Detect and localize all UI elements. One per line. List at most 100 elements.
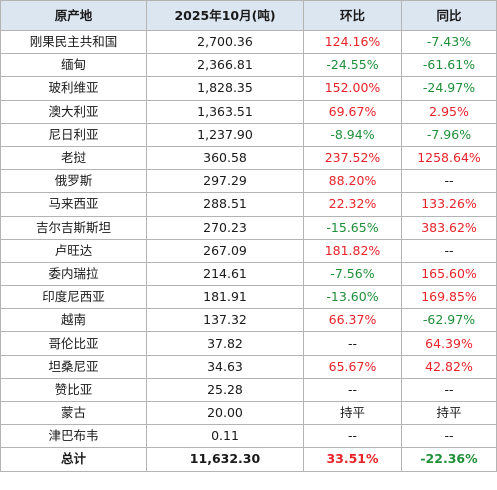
origin-cell: 蒙古 <box>0 400 147 426</box>
volume-cell: 2,366.81 <box>146 53 304 78</box>
mom-cell: 124.16% <box>303 29 402 55</box>
table-row: 坦桑尼亚 34.63 65.67% 42.82% <box>0 354 497 379</box>
origin-cell: 玻利维亚 <box>0 76 147 101</box>
table-row: 俄罗斯 297.29 88.20% -- <box>0 169 497 194</box>
origin-cell: 印度尼西亚 <box>0 285 147 310</box>
yoy-cell: -- <box>401 169 497 194</box>
volume-cell: 2,700.36 <box>146 29 304 55</box>
origin-cell: 总计 <box>0 447 147 472</box>
origin-cell: 马来西亚 <box>0 192 147 217</box>
mom-cell: 88.20% <box>303 169 402 194</box>
yoy-cell: -22.36% <box>401 447 497 472</box>
yoy-cell: -61.61% <box>401 53 497 78</box>
origin-cell: 缅甸 <box>0 53 147 78</box>
volume-cell: 288.51 <box>146 192 304 217</box>
yoy-cell: -24.97% <box>401 76 497 101</box>
mom-cell: 237.52% <box>303 145 402 171</box>
table-row: 卢旺达 267.09 181.82% -- <box>0 238 497 263</box>
yoy-cell: -62.97% <box>401 308 497 333</box>
volume-cell: 1,237.90 <box>146 122 304 147</box>
yoy-cell: 133.26% <box>401 192 497 217</box>
volume-cell: 25.28 <box>146 377 304 403</box>
origin-cell: 卢旺达 <box>0 238 147 263</box>
origin-cell: 赞比亚 <box>0 377 147 403</box>
mom-cell: -15.65% <box>303 215 402 240</box>
volume-cell: 0.11 <box>146 424 304 449</box>
yoy-cell: 42.82% <box>401 354 497 379</box>
table-row: 尼日利亚 1,237.90 -8.94% -7.96% <box>0 122 497 147</box>
mom-cell: 33.51% <box>303 447 402 472</box>
volume-cell: 360.58 <box>146 145 304 171</box>
header-origin: 原产地 <box>0 0 147 31</box>
origin-cell: 越南 <box>0 308 147 333</box>
mom-cell: -- <box>303 377 402 403</box>
yoy-cell: 169.85% <box>401 285 497 310</box>
table-row: 刚果民主共和国 2,700.36 124.16% -7.43% <box>0 29 497 55</box>
mom-cell: 65.67% <box>303 354 402 379</box>
volume-cell: 214.61 <box>146 261 304 287</box>
volume-cell: 11,632.30 <box>146 447 304 472</box>
volume-cell: 270.23 <box>146 215 304 240</box>
yoy-cell: 64.39% <box>401 331 497 356</box>
table-row: 哥伦比亚 37.82 -- 64.39% <box>0 331 497 356</box>
yoy-cell: 2.95% <box>401 99 497 124</box>
header-yoy: 同比 <box>401 0 497 31</box>
total-row: 总计 11,632.30 33.51% -22.36% <box>0 447 497 472</box>
table-row: 赞比亚 25.28 -- -- <box>0 377 497 403</box>
table-row: 委内瑞拉 214.61 -7.56% 165.60% <box>0 261 497 287</box>
origin-cell: 委内瑞拉 <box>0 261 147 287</box>
volume-cell: 34.63 <box>146 354 304 379</box>
origin-cell: 津巴布韦 <box>0 424 147 449</box>
mom-cell: 152.00% <box>303 76 402 101</box>
origin-cell: 俄罗斯 <box>0 169 147 194</box>
volume-cell: 20.00 <box>146 400 304 426</box>
mom-cell: -- <box>303 331 402 356</box>
table-body: 刚果民主共和国 2,700.36 124.16% -7.43% 缅甸 2,366.81 -2… <box>0 29 497 472</box>
yoy-cell: 165.60% <box>401 261 497 287</box>
mom-cell: -8.94% <box>303 122 402 147</box>
volume-cell: 1,363.51 <box>146 99 304 124</box>
origin-cell: 刚果民主共和国 <box>0 29 147 55</box>
mom-cell: 69.67% <box>303 99 402 124</box>
volume-cell: 267.09 <box>146 238 304 263</box>
yoy-cell: -- <box>401 238 497 263</box>
volume-cell: 297.29 <box>146 169 304 194</box>
origin-cell: 坦桑尼亚 <box>0 354 147 379</box>
table-row: 缅甸 2,366.81 -24.55% -61.61% <box>0 53 497 78</box>
yoy-cell: -7.96% <box>401 122 497 147</box>
yoy-cell: -7.43% <box>401 29 497 55</box>
table-row: 越南 137.32 66.37% -62.97% <box>0 308 497 333</box>
table-row: 蒙古 20.00 持平 持平 <box>0 400 497 426</box>
origin-cell: 尼日利亚 <box>0 122 147 147</box>
table-row: 印度尼西亚 181.91 -13.60% 169.85% <box>0 285 497 310</box>
origin-cell: 老挝 <box>0 145 147 171</box>
origin-cell: 澳大利亚 <box>0 99 147 124</box>
table-row: 老挝 360.58 237.52% 1258.64% <box>0 145 497 171</box>
yoy-cell: -- <box>401 377 497 403</box>
origin-cell: 吉尔吉斯斯坦 <box>0 215 147 240</box>
table-row: 马来西亚 288.51 22.32% 133.26% <box>0 192 497 217</box>
header-row: 原产地 2025年10月(吨) 环比 同比 <box>0 0 497 31</box>
table-row: 吉尔吉斯斯坦 270.23 -15.65% 383.62% <box>0 215 497 240</box>
table-row: 玻利维亚 1,828.35 152.00% -24.97% <box>0 76 497 101</box>
yoy-cell: -- <box>401 424 497 449</box>
yoy-cell: 1258.64% <box>401 145 497 171</box>
import-origin-table: 原产地 2025年10月(吨) 环比 同比 刚果民主共和国 2,700.36 124… <box>0 0 497 472</box>
mom-cell: 66.37% <box>303 308 402 333</box>
yoy-cell: 383.62% <box>401 215 497 240</box>
volume-cell: 137.32 <box>146 308 304 333</box>
mom-cell: -- <box>303 424 402 449</box>
volume-cell: 181.91 <box>146 285 304 310</box>
origin-cell: 哥伦比亚 <box>0 331 147 356</box>
mom-cell: -7.56% <box>303 261 402 287</box>
table-row: 澳大利亚 1,363.51 69.67% 2.95% <box>0 99 497 124</box>
volume-cell: 1,828.35 <box>146 76 304 101</box>
mom-cell: 持平 <box>303 400 402 426</box>
mom-cell: 22.32% <box>303 192 402 217</box>
mom-cell: -24.55% <box>303 53 402 78</box>
header-mom: 环比 <box>303 0 402 31</box>
table-row: 津巴布韦 0.11 -- -- <box>0 424 497 449</box>
header-volume: 2025年10月(吨) <box>146 0 304 31</box>
volume-cell: 37.82 <box>146 331 304 356</box>
mom-cell: -13.60% <box>303 285 402 310</box>
